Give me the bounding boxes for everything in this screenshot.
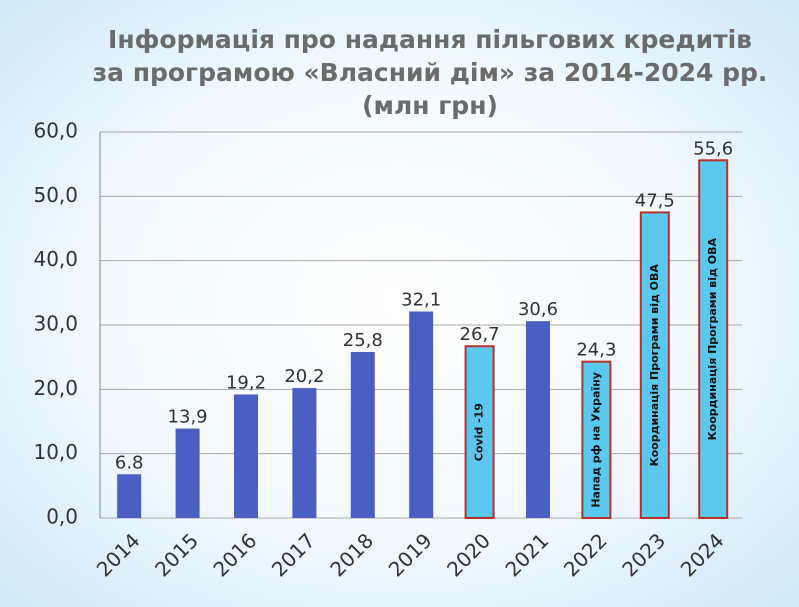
- value-label: 30,6: [518, 299, 558, 320]
- value-label: 6.8: [115, 452, 144, 473]
- value-label: 32,1: [401, 289, 441, 310]
- bar-annotation: Covid -19: [473, 403, 486, 461]
- y-tick-label: 30,0: [33, 312, 78, 336]
- value-label: 20,2: [284, 366, 324, 387]
- chart-title: за програмою «Власний дім» за 2014-2024 …: [93, 58, 768, 87]
- value-label: 19,2: [226, 372, 266, 393]
- x-tick-label: 2018: [325, 528, 378, 581]
- bar: [234, 394, 258, 518]
- x-tick-label: 2024: [676, 528, 729, 581]
- bar: [581, 360, 612, 520]
- value-label: 13,9: [168, 407, 208, 428]
- x-tick-label: 2017: [267, 528, 320, 581]
- bar: [292, 388, 317, 518]
- y-tick-label: 40,0: [33, 247, 78, 271]
- bar: [464, 345, 495, 520]
- chart-title: (млн грн): [362, 91, 498, 120]
- x-tick-label: 2020: [442, 528, 495, 581]
- y-tick-label: 0,0: [46, 505, 78, 529]
- x-tick-label: 2019: [384, 528, 437, 581]
- x-tick-label: 2023: [617, 528, 670, 581]
- value-label: 25,8: [343, 330, 383, 351]
- bar: [350, 352, 375, 518]
- bar: [175, 428, 200, 518]
- y-tick-label: 50,0: [33, 183, 78, 207]
- x-tick-label: 2016: [208, 528, 261, 581]
- bar-annotation: Напад рф на Україну: [589, 372, 602, 508]
- bar: [409, 311, 434, 518]
- y-tick-label: 10,0: [33, 440, 78, 464]
- bar: [639, 211, 670, 520]
- x-tick-label: 2015: [150, 528, 203, 581]
- y-tick-label: 20,0: [33, 376, 78, 400]
- value-label: 47,5: [635, 190, 675, 211]
- value-label: 55,6: [693, 138, 733, 159]
- bar-annotation: Координація Програми від ОВА: [706, 238, 719, 441]
- bar: [117, 474, 142, 518]
- x-tick-label: 2022: [559, 528, 612, 581]
- bar: [526, 321, 550, 518]
- x-tick-label: 2014: [92, 528, 145, 581]
- chart-title: Інформація про надання пільгових кредиті…: [108, 25, 752, 54]
- value-label: 24,3: [576, 340, 616, 361]
- x-tick-label: 2021: [500, 528, 553, 581]
- value-label: 26,7: [460, 324, 500, 345]
- bar: [698, 159, 729, 519]
- y-tick-label: 60,0: [33, 119, 78, 143]
- bar-annotation: Координація Програми від ОВА: [648, 264, 661, 467]
